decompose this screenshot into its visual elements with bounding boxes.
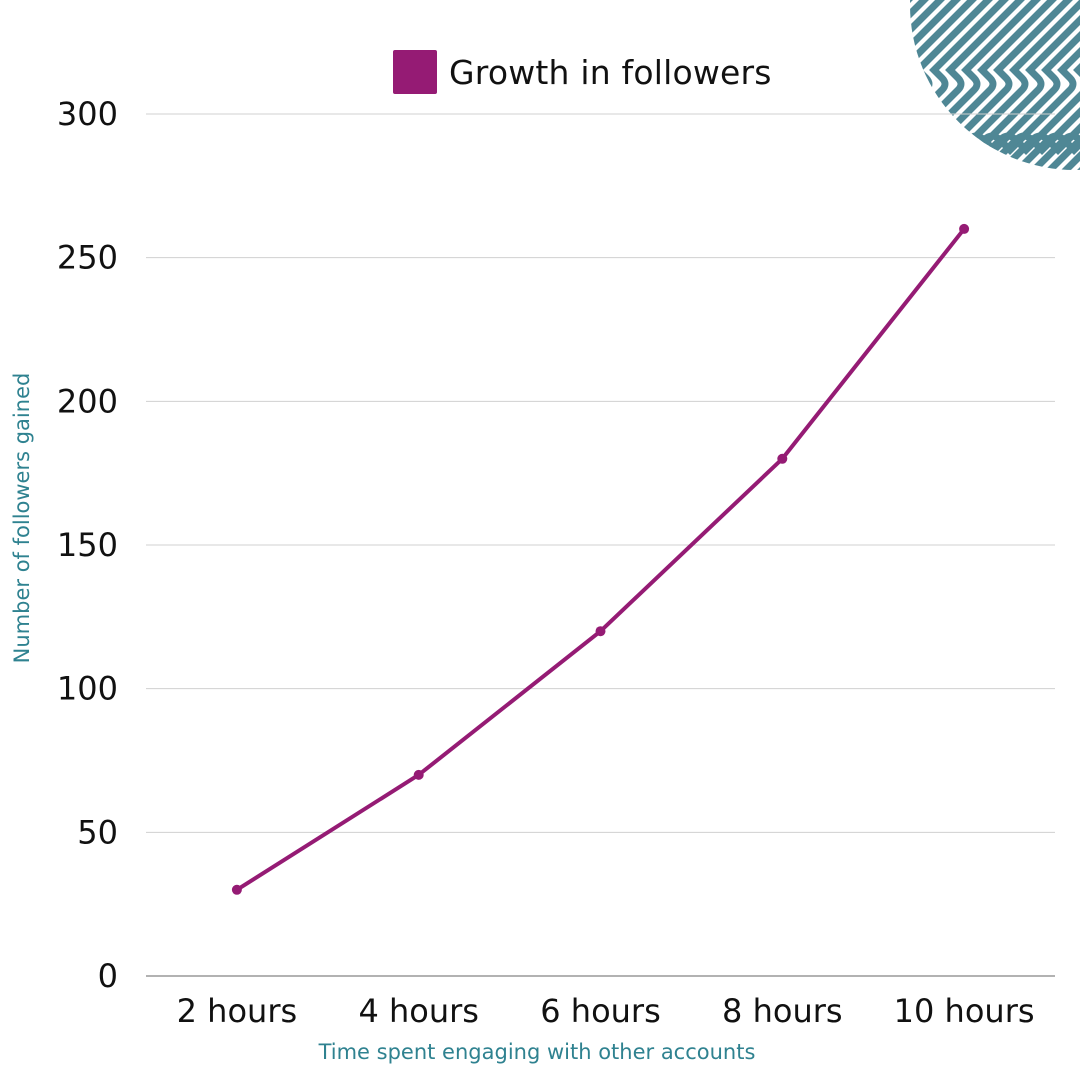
decorative-maze-pattern — [910, 0, 1080, 170]
y-tick-label: 300 — [57, 95, 118, 133]
x-tick-label: 10 hours — [894, 992, 1035, 1030]
x-tick-label: 4 hours — [358, 992, 479, 1030]
y-tick-label: 0 — [98, 957, 118, 995]
legend-swatch — [393, 50, 437, 94]
series-growth-in-followers — [231, 223, 970, 895]
y-tick-label: 200 — [57, 382, 118, 420]
data-point — [595, 626, 606, 637]
y-tick-label: 150 — [57, 526, 118, 564]
y-tick-label: 250 — [57, 239, 118, 277]
legend-label: Growth in followers — [449, 52, 772, 92]
y-tick-label: 100 — [57, 670, 118, 708]
legend: Growth in followers — [393, 50, 772, 94]
y-tick-label: 50 — [77, 813, 118, 851]
x-axis-label: Time spent engaging with other accounts — [318, 1040, 756, 1064]
x-tick-label: 6 hours — [540, 992, 661, 1030]
y-axis-ticks: 0 50 100 150 200 250 300 — [57, 95, 118, 995]
data-point — [959, 223, 970, 234]
x-tick-label: 8 hours — [722, 992, 843, 1030]
data-point — [413, 769, 424, 780]
x-axis-ticks: 2 hours 4 hours 6 hours 8 hours 10 hours — [177, 992, 1035, 1030]
x-tick-label: 2 hours — [177, 992, 298, 1030]
data-point — [777, 453, 788, 464]
data-point — [231, 884, 242, 895]
gridlines — [146, 113, 1055, 977]
